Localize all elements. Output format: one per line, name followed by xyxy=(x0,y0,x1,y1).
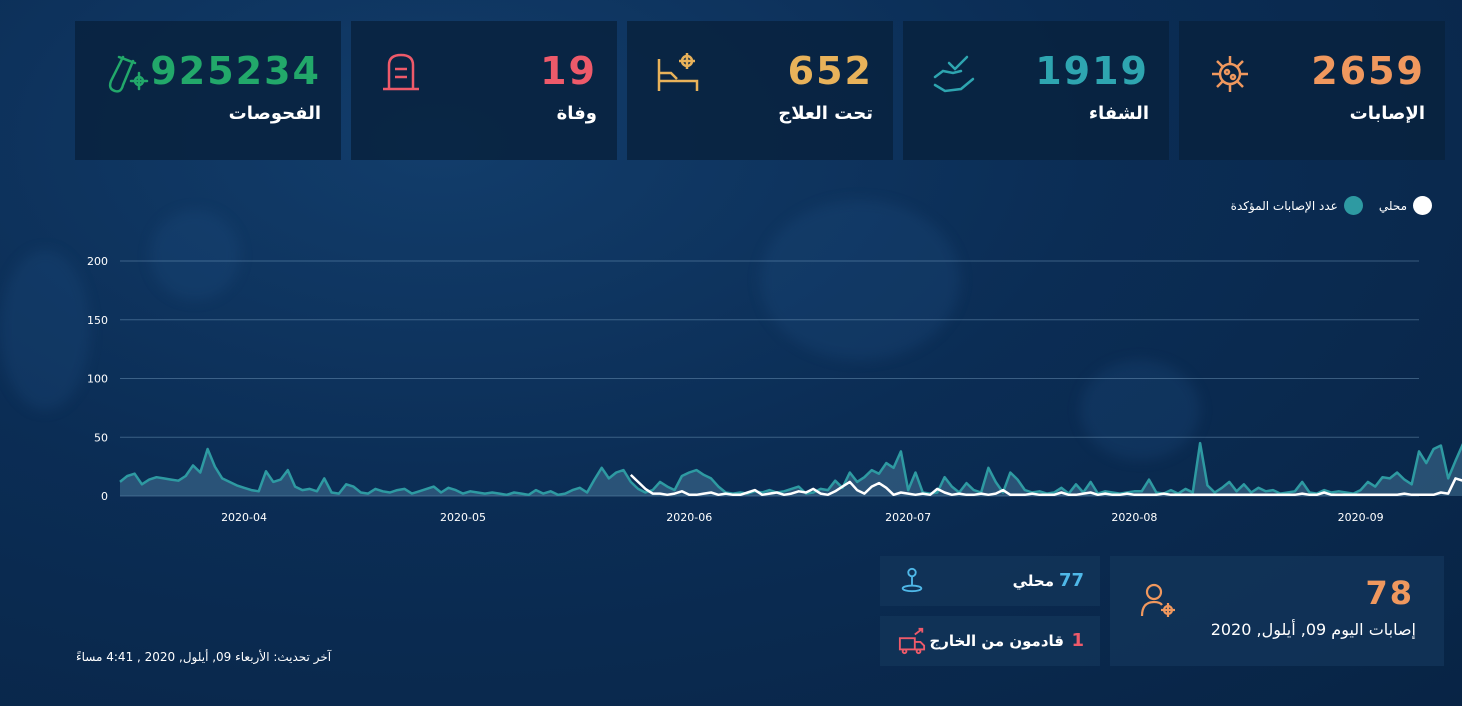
virus-icon xyxy=(1212,56,1248,92)
cases-label: الإصابات xyxy=(1349,103,1425,124)
last-update-text: آخر تحديث: الأربعاء 09, أيلول, 2020 , 4:… xyxy=(76,650,332,664)
today-cases-panel: 78 إصابات اليوم 09, أيلول, 2020 xyxy=(1110,556,1444,666)
today-abroad-panel: 1 قادمون من الخارج xyxy=(880,616,1100,666)
today-local-label: محلي xyxy=(1012,572,1054,590)
today-abroad-count: 1 xyxy=(1071,630,1084,651)
recovered-count: 1919 xyxy=(1035,49,1149,93)
tests-label: الفحوصات xyxy=(228,103,321,124)
x-tick-label: 2020-07 xyxy=(885,511,931,524)
y-tick-label: 100 xyxy=(87,373,108,386)
tests-count: 925234 xyxy=(150,49,321,93)
legend-item-confirmed[interactable]: عدد الإصابات المؤكدة xyxy=(1231,196,1363,215)
treatment-label: تحت العلاج xyxy=(778,103,873,124)
today-local-count: 77 xyxy=(1058,570,1084,591)
y-tick-label: 200 xyxy=(87,255,108,268)
test-tube-icon xyxy=(108,55,149,93)
x-tick-label: 2020-05 xyxy=(440,511,486,524)
background-virus-shape xyxy=(1080,360,1200,460)
legend-swatch-confirmed xyxy=(1343,196,1363,215)
today-cases-label: إصابات اليوم 09, أيلول, 2020 xyxy=(1210,620,1416,639)
today-cases-count: 78 xyxy=(1365,574,1414,612)
series-line-confirmed xyxy=(119,441,1462,497)
recovered-hand-icon xyxy=(933,55,975,93)
tombstone-icon xyxy=(383,53,419,91)
chart-legend: محلي عدد الإصابات المؤكدة xyxy=(1215,196,1432,215)
user-gear-icon xyxy=(1140,583,1175,617)
x-tick-label: 2020-06 xyxy=(666,511,712,524)
stat-card-tests: 925234 الفحوصات xyxy=(75,21,341,160)
x-tick-label: 2020-09 xyxy=(1338,511,1384,524)
today-local-panel: 77 محلي xyxy=(880,556,1100,606)
map-pin-icon xyxy=(901,567,923,593)
series-line-local xyxy=(629,473,1462,497)
recovered-label: الشفاء xyxy=(1088,103,1149,124)
stat-card-deaths: 19 وفاة xyxy=(351,21,617,160)
legend-label-local: محلي xyxy=(1378,198,1407,213)
y-tick-label: 150 xyxy=(87,314,108,327)
deaths-label: وفاة xyxy=(556,103,597,124)
today-abroad-label: قادمون من الخارج xyxy=(929,632,1064,650)
cases-count: 2659 xyxy=(1311,49,1425,93)
x-tick-label: 2020-08 xyxy=(1111,511,1157,524)
y-tick-label: 0 xyxy=(101,490,108,503)
stat-card-treatment: 652 تحت العلاج xyxy=(627,21,893,160)
background-virus-shape xyxy=(150,210,240,300)
legend-item-local[interactable]: محلي xyxy=(1379,196,1432,215)
deaths-count: 19 xyxy=(540,49,597,93)
series-area-confirmed xyxy=(120,443,1462,496)
stat-card-recovered: 1919 الشفاء xyxy=(903,21,1169,160)
arrivals-truck-icon xyxy=(898,627,926,655)
legend-label-confirmed: عدد الإصابات المؤكدة xyxy=(1230,198,1338,213)
legend-swatch-local xyxy=(1413,196,1432,215)
treatment-count: 652 xyxy=(787,49,873,93)
background-virus-shape xyxy=(0,250,90,410)
x-tick-label: 2020-04 xyxy=(221,511,267,524)
y-tick-label: 50 xyxy=(94,431,108,444)
background-virus-shape xyxy=(760,200,960,360)
stat-card-cases: 2659 الإصابات xyxy=(1179,21,1445,160)
hospital-bed-icon xyxy=(657,53,699,91)
